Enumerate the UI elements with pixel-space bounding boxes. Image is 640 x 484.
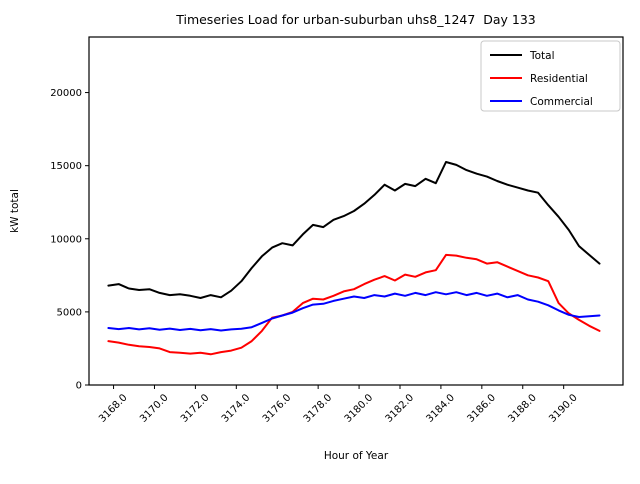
x-tick-label: 3184.0 <box>425 392 458 425</box>
legend-label: Commercial <box>530 96 593 108</box>
x-axis: 3168.0 3170.0 3172.0 3174.0 3176.0 3178.0 3180… <box>97 385 580 425</box>
y-tick-label: 5000 <box>57 307 82 318</box>
legend-entry-commercial: Commercial <box>490 96 593 108</box>
x-tick-label: 3170.0 <box>138 392 171 425</box>
legend: Total Residential Commercial <box>480 40 621 112</box>
x-axis-label: Hour of Year <box>324 450 389 462</box>
x-tick-label: 3180.0 <box>343 392 376 425</box>
legend-entry-total: Total <box>490 50 555 62</box>
plot-area-frame <box>88 36 624 386</box>
legend-entry-residential: Residential <box>490 73 588 85</box>
legend-box <box>480 40 621 112</box>
y-tick-label: 20000 <box>50 88 82 99</box>
legend-label: Residential <box>530 73 588 85</box>
plot-lines <box>107 161 601 356</box>
x-tick-label: 3174.0 <box>220 392 253 425</box>
x-tick-label: 3182.0 <box>384 392 417 425</box>
x-tick-label: 3168.0 <box>97 392 130 425</box>
y-axis-label: kW total <box>9 189 21 233</box>
x-tick-label: 3190.0 <box>547 392 580 425</box>
y-tick-label: 0 <box>76 381 82 392</box>
y-axis: 0 5000 10000 15000 20000 <box>50 88 89 392</box>
x-tick-label: 3178.0 <box>302 392 335 425</box>
series-line-commercial <box>107 291 601 332</box>
chart-title: Timeseries Load for urban-suburban uhs8_… <box>175 12 536 27</box>
series-line-total <box>107 161 601 299</box>
legend-label: Total <box>529 50 555 62</box>
y-tick-label: 15000 <box>50 161 82 172</box>
x-tick-label: 3186.0 <box>465 392 498 425</box>
x-tick-label: 3172.0 <box>179 392 212 425</box>
x-tick-label: 3188.0 <box>506 392 539 425</box>
x-tick-label: 3176.0 <box>261 392 294 425</box>
series-line-residential <box>107 253 601 356</box>
y-tick-label: 10000 <box>50 234 82 245</box>
